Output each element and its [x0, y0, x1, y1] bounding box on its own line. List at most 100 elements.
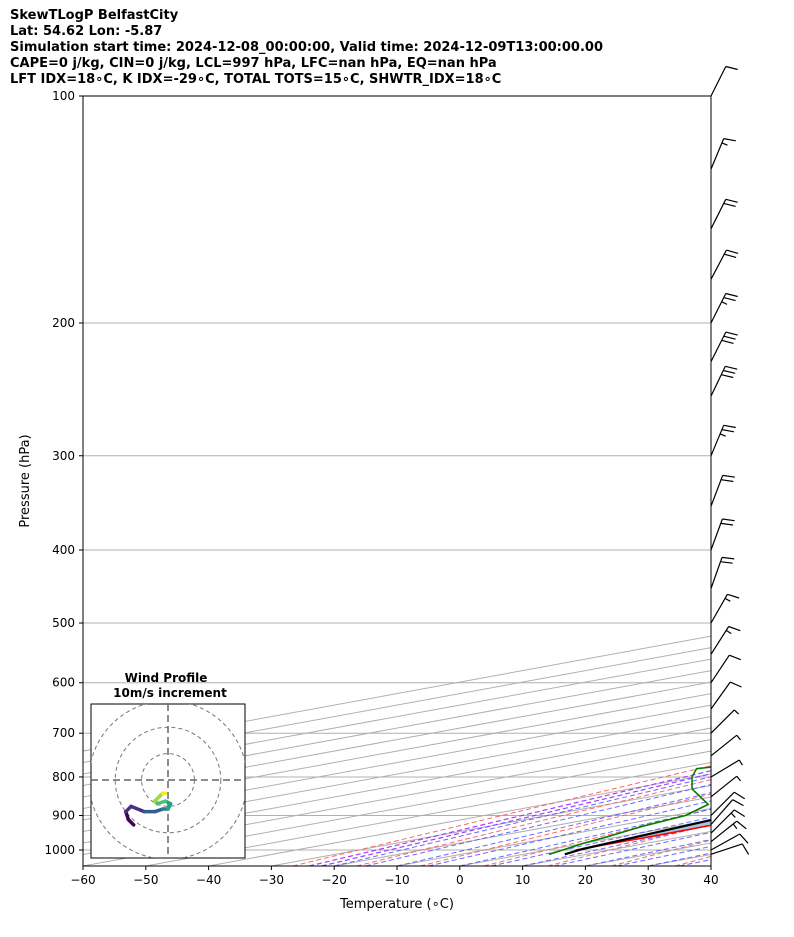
wind-barb	[710, 809, 746, 834]
isotherm-line	[83, 658, 711, 775]
isotherm-line	[83, 727, 711, 844]
barb-staff	[710, 475, 724, 507]
chart-title: SkewTLogP BelfastCity	[10, 8, 179, 23]
cape-line: CAPE=0 j/kg, CIN=0 j/kg, LCL=997 hPa, LF…	[10, 56, 497, 71]
isotherm-line	[83, 693, 711, 810]
barb-flag	[741, 843, 750, 855]
barb-flag	[723, 369, 736, 374]
dry-adiabat	[674, 855, 711, 866]
x-tick-label: −10	[384, 873, 409, 887]
barb-staff	[710, 66, 727, 97]
barb-staff	[710, 138, 725, 170]
y-tick-label: 400	[52, 543, 75, 557]
hodograph-title: Wind Profile	[125, 671, 208, 685]
wind-barb	[710, 734, 741, 757]
barb-flag	[720, 522, 734, 526]
barb-flag	[724, 253, 737, 258]
wind-barb	[710, 799, 744, 825]
moist-adiabat	[679, 859, 711, 866]
moist-adiabat	[585, 839, 711, 866]
moist-adiabat	[365, 784, 711, 866]
barb-staff	[710, 366, 726, 397]
x-tick-label: −60	[70, 873, 95, 887]
barb-flag	[720, 561, 733, 564]
wind-barb	[710, 424, 736, 457]
barb-staff	[710, 843, 743, 855]
isotherm-line	[83, 670, 711, 787]
wind-barbs	[710, 65, 750, 855]
barb-staff	[710, 799, 734, 825]
moist-adiabat	[428, 800, 711, 866]
location-line: Lat: 54.62 Lon: -5.87	[10, 24, 163, 39]
barb-flag	[726, 249, 739, 254]
parcel-profile-line	[564, 818, 711, 856]
x-tick-label: 0	[456, 873, 464, 887]
moist-adiabat	[491, 816, 711, 866]
dewpoint-profile-line	[548, 766, 711, 856]
y-tick-label: 600	[52, 676, 75, 690]
x-tick-label: −40	[196, 873, 221, 887]
barb-flag	[725, 365, 738, 370]
moist-adiabat	[522, 824, 711, 866]
barb-flag	[728, 625, 741, 632]
hodograph-subtitle: 10m/s increment	[113, 686, 227, 700]
moist-adiabat	[334, 776, 711, 866]
mixing-ratio-line	[308, 770, 711, 866]
wind-barb	[710, 709, 740, 734]
x-tick-label: 10	[515, 873, 530, 887]
plot-data	[548, 766, 711, 856]
x-tick-label: 20	[578, 873, 593, 887]
barb-staff	[710, 518, 723, 551]
isotherm-line	[459, 819, 711, 866]
barb-flag	[723, 424, 736, 429]
isotherm-line	[334, 796, 711, 866]
wind-barb	[710, 331, 738, 362]
temperature-profile-line	[575, 824, 711, 851]
x-tick-label: 30	[641, 873, 656, 887]
x-axis-label: Temperature (∘C)	[339, 897, 454, 912]
barb-staff	[710, 709, 735, 734]
barb-staff	[710, 557, 723, 589]
hodograph-trace-segment	[129, 804, 146, 814]
wind-barb	[710, 843, 750, 855]
y-tick-label: 200	[52, 316, 75, 330]
barb-half-flag	[730, 812, 736, 818]
barb-flag	[732, 799, 744, 807]
wind-barb	[710, 249, 739, 280]
barb-flag	[723, 335, 736, 340]
barb-staff	[710, 594, 728, 624]
mixing-ratio-line	[321, 773, 711, 866]
barb-flag	[736, 820, 747, 830]
moist-adiabat	[396, 792, 711, 866]
isotherm-line	[83, 716, 711, 833]
barb-staff	[710, 249, 727, 280]
barb-flag	[729, 654, 742, 661]
barb-staff	[710, 775, 738, 798]
dry-adiabat	[356, 779, 711, 866]
wind-barb	[710, 65, 738, 97]
isotherm-line	[522, 831, 711, 866]
isotherm-line	[585, 842, 711, 866]
barb-flag	[725, 198, 738, 203]
isotherm-line	[83, 681, 711, 798]
barb-half-flag	[725, 629, 732, 635]
barb-half-flag	[736, 734, 741, 741]
x-tick-label: −30	[259, 873, 284, 887]
data-clip	[548, 766, 711, 856]
wind-barb	[710, 365, 738, 397]
barb-flag	[733, 791, 746, 800]
barb-flag	[722, 518, 735, 522]
barb-flag	[721, 556, 735, 560]
y-axis-label: Pressure (hPa)	[18, 434, 33, 527]
barb-flag	[729, 681, 742, 688]
y-tick-label: 500	[52, 616, 75, 630]
wind-barb	[710, 474, 735, 507]
wind-barb	[710, 681, 742, 710]
wind-barb	[710, 820, 747, 843]
barb-staff	[710, 331, 727, 362]
dry-adiabat	[483, 808, 711, 866]
chart-header: SkewTLogP BelfastCity Lat: 54.62 Lon: -5…	[10, 8, 603, 88]
barb-staff	[710, 833, 741, 851]
barb-flag	[723, 138, 736, 142]
